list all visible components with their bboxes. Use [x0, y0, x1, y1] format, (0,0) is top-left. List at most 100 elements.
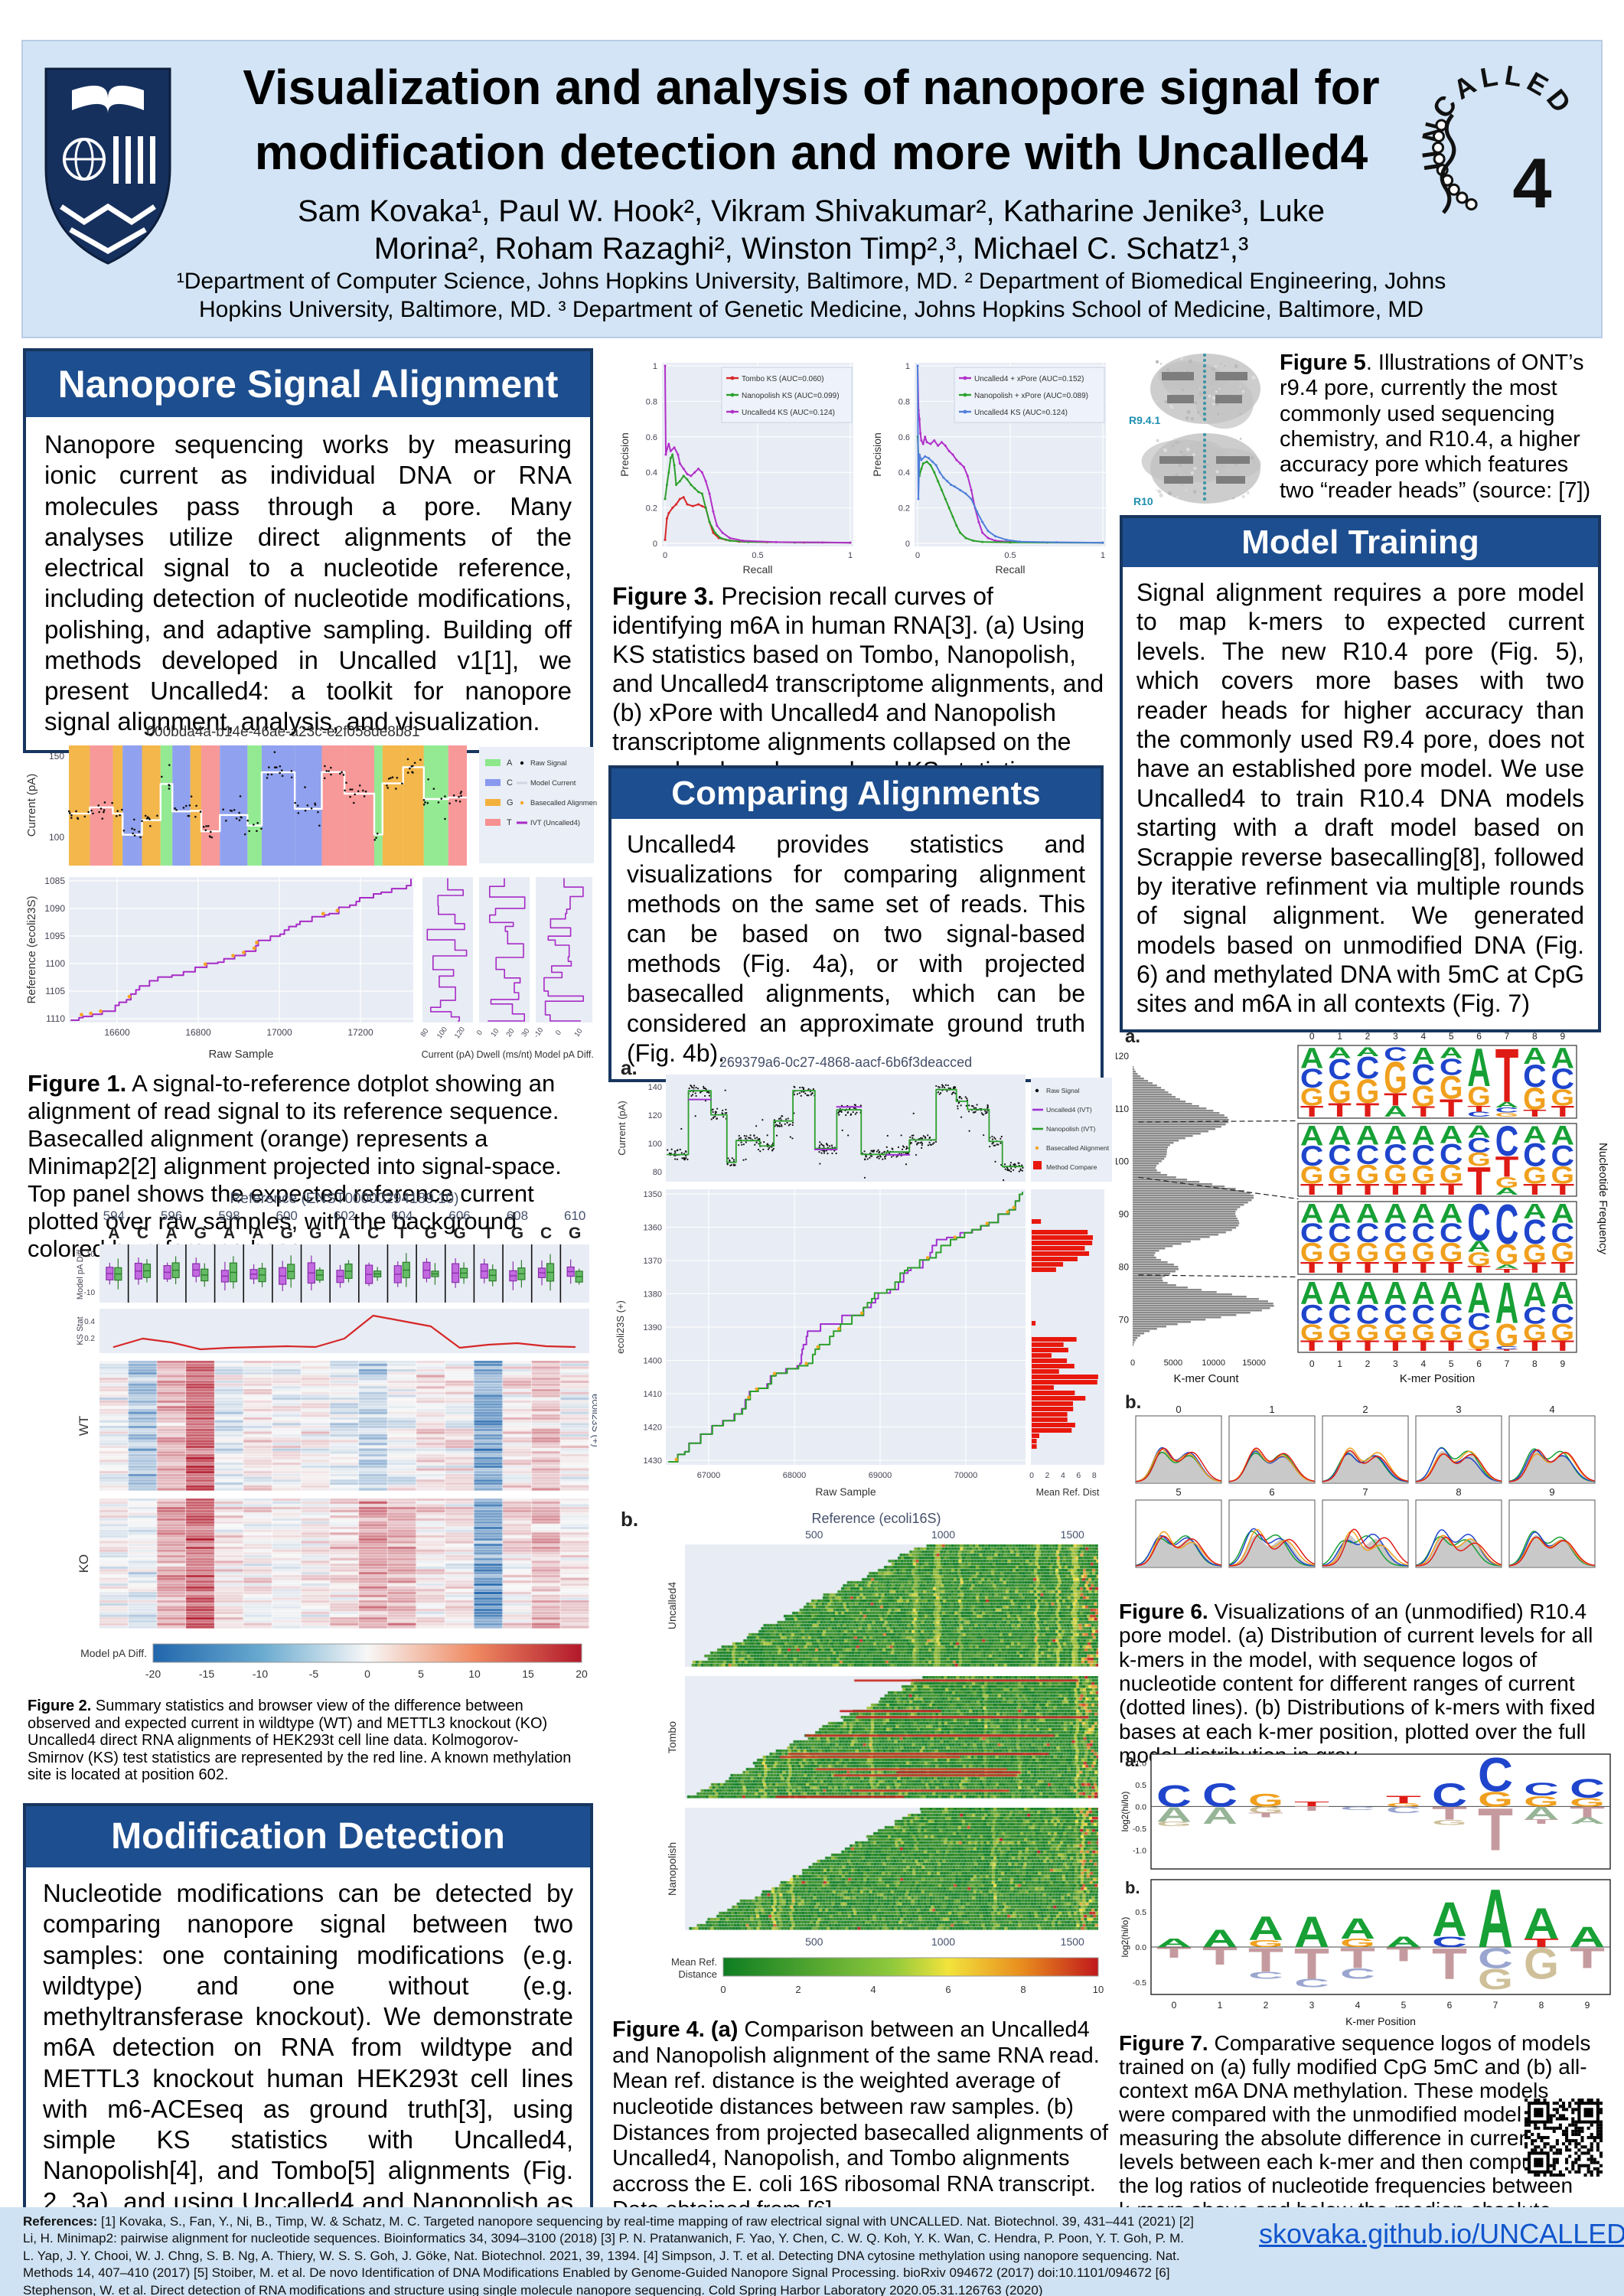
- svg-text:C: C: [1300, 1140, 1324, 1172]
- svg-text:100: 100: [49, 832, 64, 843]
- svg-text:4: 4: [1355, 2000, 1361, 2011]
- svg-text:A: A: [166, 1225, 178, 1242]
- heatmap-canvas: [99, 1361, 589, 1491]
- svg-text:68000: 68000: [783, 1471, 807, 1480]
- svg-text:A: A: [1523, 1120, 1547, 1148]
- svg-text:C: C: [1356, 1218, 1380, 1248]
- svg-text:Nanopolish: Nanopolish: [666, 1842, 678, 1896]
- svg-text:G: G: [1523, 1081, 1547, 1117]
- section-body-model-training: Signal alignment requires a pore model t…: [1123, 567, 1598, 1029]
- figure1-caption-text: A signal-to-reference dotplot showing an…: [28, 1070, 562, 1262]
- svg-text:A: A: [1356, 1045, 1380, 1059]
- svg-text:10: 10: [572, 1027, 584, 1039]
- svg-text:T: T: [1386, 1944, 1422, 1965]
- svg-text:10: 10: [489, 1027, 501, 1039]
- svg-text:T: T: [1570, 1805, 1605, 1821]
- svg-text:C: C: [1300, 1300, 1324, 1330]
- svg-text:1390: 1390: [644, 1323, 662, 1332]
- svg-text:70: 70: [1119, 1315, 1130, 1326]
- svg-text:0.6: 0.6: [898, 433, 910, 442]
- svg-text:T: T: [1440, 1094, 1463, 1122]
- svg-text:0: 0: [554, 1029, 563, 1037]
- svg-text:Uncalled4: Uncalled4: [666, 1582, 678, 1629]
- svg-text:1085: 1085: [44, 876, 65, 886]
- svg-text:G: G: [1551, 1085, 1575, 1110]
- svg-text:C: C: [1495, 1117, 1519, 1165]
- svg-text:G: G: [1328, 1238, 1352, 1267]
- figure6-caption-text: Visualizations of an (unmodified) R10.4 …: [1119, 1600, 1596, 1768]
- svg-text:15000: 15000: [1242, 1358, 1266, 1368]
- svg-text:K-mer Position: K-mer Position: [1345, 2015, 1416, 2027]
- svg-text:G: G: [1478, 1787, 1513, 1811]
- figure2-caption: Figure 2. Summary statistics and browser…: [28, 1698, 572, 1784]
- svg-text:6: 6: [1269, 1486, 1274, 1498]
- svg-text:C: C: [1551, 1300, 1575, 1329]
- svg-text:C: C: [1440, 1300, 1463, 1330]
- figure6-plot: a. 120 110 100 90 80 70 0 5000 10000 15000 K-mer Co…: [1116, 1024, 1609, 1596]
- references-body: [1] Kovaka, S., Fan, Y., Ni, B., Timp, W…: [23, 2214, 1194, 2296]
- svg-text:G: G: [1300, 1082, 1324, 1110]
- svg-text:T: T: [1432, 1939, 1467, 1988]
- svg-text:Raw Sample: Raw Sample: [815, 1486, 876, 1498]
- project-link[interactable]: skovaka.github.io/UNCALLED: [1259, 2218, 1624, 2249]
- svg-text:C: C: [1384, 1139, 1407, 1170]
- svg-text:1410: 1410: [644, 1390, 662, 1399]
- svg-text:C: C: [1328, 1300, 1352, 1330]
- svg-text:G: G: [1440, 1238, 1463, 1267]
- svg-text:T: T: [1384, 1339, 1408, 1355]
- svg-text:T: T: [484, 1225, 494, 1242]
- svg-text:5: 5: [418, 1668, 424, 1680]
- svg-text:T: T: [1523, 1182, 1547, 1199]
- svg-text:C: C: [1412, 1059, 1436, 1091]
- svg-text:-10: -10: [84, 1289, 96, 1297]
- svg-text:0.5: 0.5: [1004, 551, 1016, 560]
- figure4-caption-label: Figure 4. (a): [612, 2017, 739, 2042]
- figure4-caption: Figure 4. (a) Comparison between an Unca…: [612, 2017, 1108, 2223]
- svg-text:2: 2: [795, 1984, 801, 1995]
- svg-text:C: C: [1478, 1750, 1513, 1802]
- svg-text:G: G: [1156, 1821, 1192, 1828]
- svg-text:9: 9: [1560, 1358, 1565, 1369]
- svg-text:G: G: [1495, 1239, 1519, 1271]
- svg-text:0.2: 0.2: [898, 504, 910, 514]
- svg-text:KO: KO: [77, 1554, 91, 1574]
- svg-text:A: A: [1467, 1121, 1491, 1141]
- svg-text:G: G: [1412, 1080, 1436, 1113]
- svg-text:-0.5: -0.5: [1133, 1978, 1146, 1988]
- svg-text:Distance: Distance: [678, 1968, 717, 1980]
- svg-text:3: 3: [1393, 1031, 1398, 1042]
- svg-text:1.0: 1.0: [1135, 1759, 1146, 1768]
- svg-text:G: G: [1495, 1111, 1519, 1118]
- svg-text:Reference (ecoli23S): Reference (ecoli23S): [25, 896, 38, 1004]
- svg-text:a.: a.: [1125, 1751, 1139, 1770]
- svg-text:G: G: [1356, 1159, 1380, 1189]
- svg-text:A: A: [1523, 1199, 1547, 1223]
- svg-text:C: C: [1300, 1064, 1324, 1094]
- svg-text:Recall: Recall: [996, 563, 1026, 576]
- svg-text:0.4: 0.4: [646, 468, 657, 478]
- svg-text:G: G: [1551, 1160, 1575, 1189]
- svg-text:A: A: [1386, 1935, 1422, 1951]
- svg-text:Uncalled4 KS (AUC=0.124): Uncalled4 KS (AUC=0.124): [974, 409, 1068, 417]
- svg-text:A: A: [1440, 1275, 1463, 1311]
- svg-text:10000: 10000: [1202, 1358, 1225, 1368]
- references-band: References: [1] Kovaka, S., Fan, Y., Ni,…: [0, 2207, 1624, 2296]
- svg-text:30: 30: [520, 1027, 531, 1039]
- svg-text:0: 0: [1309, 1358, 1315, 1369]
- svg-text:G: G: [1356, 1073, 1380, 1110]
- svg-text:1420: 1420: [644, 1424, 662, 1433]
- svg-text:0: 0: [915, 551, 920, 560]
- svg-text:4: 4: [1420, 1031, 1426, 1042]
- svg-text:A: A: [1202, 1925, 1238, 1952]
- svg-text:C: C: [1467, 1194, 1491, 1252]
- svg-text:1110: 1110: [46, 1013, 65, 1024]
- svg-text:9: 9: [1585, 2000, 1590, 2011]
- svg-text:3: 3: [1456, 1404, 1461, 1415]
- figure3-caption-label: Figure 3.: [612, 582, 715, 610]
- svg-text:T: T: [1356, 1182, 1381, 1199]
- figure4-caption-text: Comparison between an Uncalled4 and Nano…: [612, 2017, 1108, 2222]
- svg-text:A: A: [1412, 1044, 1436, 1069]
- svg-text:17200: 17200: [347, 1027, 373, 1038]
- svg-text:A: A: [1384, 1199, 1407, 1228]
- svg-text:T: T: [1551, 1339, 1576, 1355]
